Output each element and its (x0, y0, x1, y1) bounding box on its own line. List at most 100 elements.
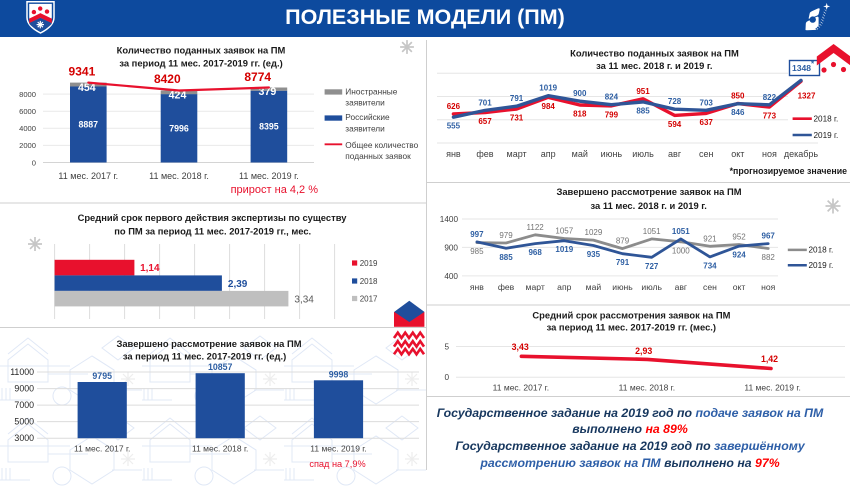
svg-text:701: 701 (478, 98, 492, 107)
svg-text:727: 727 (645, 262, 659, 271)
svg-text:424: 424 (169, 90, 187, 102)
svg-text:Завершено рассмотрение заявок: Завершено рассмотрение заявок на ПМ (116, 338, 301, 349)
svg-text:Средний срок рассмотрения заяв: Средний срок рассмотрения заявок на ПМ (532, 310, 730, 321)
svg-text:1,14: 1,14 (140, 263, 160, 274)
svg-text:11 мес. 2018 г.: 11 мес. 2018 г. (619, 383, 675, 393)
svg-text:935: 935 (587, 250, 601, 259)
svg-text:400: 400 (444, 272, 458, 281)
svg-text:май: май (572, 149, 588, 159)
svg-text:спад на 7,9%: спад на 7,9% (309, 459, 365, 469)
svg-text:2,93: 2,93 (635, 346, 652, 356)
svg-text:773: 773 (763, 112, 777, 121)
svg-text:997: 997 (470, 230, 484, 239)
svg-text:657: 657 (478, 117, 492, 126)
svg-text:985: 985 (470, 247, 484, 256)
svg-text:3,43: 3,43 (512, 342, 529, 352)
svg-text:11 мес. 2017 г.: 11 мес. 2017 г. (74, 444, 130, 454)
svg-text:ноя: ноя (761, 282, 776, 292)
svg-text:555: 555 (447, 122, 461, 131)
svg-text:11 мес. 2019 г.: 11 мес. 2019 г. (239, 171, 299, 181)
svg-text:Российские: Российские (345, 112, 390, 122)
svg-text:2018 г.: 2018 г. (814, 115, 839, 124)
svg-text:1051: 1051 (643, 227, 661, 236)
svg-text:за 11 мес. 2018 г. и 2019 г.: за 11 мес. 2018 г. и 2019 г. (596, 60, 712, 71)
svg-text:окт: окт (733, 282, 746, 292)
svg-text:3,34: 3,34 (294, 294, 314, 305)
svg-text:9998: 9998 (329, 369, 349, 379)
svg-text:7000: 7000 (14, 400, 34, 410)
svg-text:сен: сен (703, 282, 717, 292)
svg-text:885: 885 (499, 253, 513, 262)
svg-text:янв: янв (446, 149, 461, 159)
svg-text:2019 г.: 2019 г. (814, 131, 839, 140)
svg-text:850: 850 (731, 92, 745, 101)
svg-text:921: 921 (703, 234, 717, 243)
svg-text:818: 818 (573, 109, 587, 118)
svg-text:1122: 1122 (527, 223, 545, 232)
svg-text:967: 967 (762, 232, 776, 241)
svg-text:2017: 2017 (360, 294, 378, 303)
svg-text:авг: авг (675, 282, 687, 292)
svg-text:*: * (811, 60, 815, 69)
svg-text:8887: 8887 (79, 120, 99, 130)
svg-text:5: 5 (444, 343, 449, 352)
svg-text:3000: 3000 (14, 433, 34, 443)
svg-text:731: 731 (510, 114, 524, 123)
svg-text:2018: 2018 (360, 277, 378, 286)
svg-text:9000: 9000 (14, 384, 34, 394)
svg-text:фев: фев (476, 149, 493, 159)
svg-text:за период 11 мес. 2017-2019 гг: за период 11 мес. 2017-2019 гг. (ед.) (119, 58, 282, 69)
svg-text:728: 728 (668, 97, 682, 106)
svg-text:968: 968 (528, 248, 542, 257)
svg-text:2019: 2019 (360, 259, 378, 268)
svg-text:1019: 1019 (555, 245, 573, 254)
svg-text:заявители: заявители (345, 97, 385, 107)
svg-text:*прогнозируемое значение: *прогнозируемое значение (730, 166, 847, 176)
svg-text:окт: окт (731, 149, 744, 159)
svg-text:454: 454 (78, 82, 96, 94)
svg-text:1348: 1348 (792, 63, 811, 73)
svg-text:626: 626 (447, 102, 461, 111)
svg-text:5000: 5000 (14, 417, 34, 427)
svg-text:8395: 8395 (259, 122, 279, 132)
svg-text:984: 984 (542, 102, 556, 111)
svg-text:за 11 мес. 2018 г. и 2019 г.: за 11 мес. 2018 г. и 2019 г. (591, 200, 707, 211)
svg-text:4000: 4000 (19, 124, 36, 133)
svg-text:9341: 9341 (69, 65, 96, 79)
svg-text:824: 824 (605, 93, 619, 102)
svg-text:апр: апр (541, 149, 556, 159)
svg-text:6000: 6000 (19, 107, 36, 116)
svg-text:703: 703 (700, 98, 714, 107)
svg-text:март: март (507, 149, 527, 159)
svg-text:за период 11 мес. 2017-2019 гг: за период 11 мес. 2017-2019 гг. (ед.) (123, 351, 286, 362)
svg-text:846: 846 (731, 108, 745, 117)
svg-text:8000: 8000 (19, 90, 36, 99)
svg-text:10857: 10857 (208, 362, 233, 372)
svg-text:фев: фев (498, 282, 515, 292)
svg-text:июль: июль (641, 282, 662, 292)
svg-text:июль: июль (632, 149, 654, 159)
svg-text:0: 0 (32, 158, 36, 167)
svg-text:2018 г.: 2018 г. (809, 246, 834, 255)
svg-text:за период 11 мес. 2017-2019 гг: за период 11 мес. 2017-2019 гг. (мес.) (547, 322, 716, 333)
svg-text:2,39: 2,39 (228, 279, 248, 290)
svg-text:11 мес. 2018 г.: 11 мес. 2018 г. (149, 171, 209, 181)
svg-text:885: 885 (636, 106, 650, 115)
svg-text:637: 637 (700, 118, 714, 127)
svg-text:Завершено рассмотрение заявок: Завершено рассмотрение заявок на ПМ (556, 186, 741, 197)
svg-text:июнь: июнь (612, 282, 633, 292)
svg-text:Средний срок первого действия: Средний срок первого действия экспертизы… (78, 212, 348, 223)
svg-text:791: 791 (510, 94, 524, 103)
svg-text:прирост на 4,2 %: прирост на 4,2 % (231, 184, 319, 196)
svg-text:по ПМ за период 11 мес. 2017-2: по ПМ за период 11 мес. 2017-2019 гг., м… (114, 226, 311, 237)
svg-text:2000: 2000 (19, 141, 36, 150)
svg-text:ноя: ноя (762, 149, 777, 159)
svg-text:822: 822 (763, 93, 777, 102)
svg-text:11 мес. 2017 г.: 11 мес. 2017 г. (58, 171, 118, 181)
svg-text:июнь: июнь (601, 149, 623, 159)
svg-text:11 мес. 2019 г.: 11 мес. 2019 г. (744, 383, 800, 393)
svg-text:Иностранные: Иностранные (345, 86, 397, 96)
svg-text:декабрь: декабрь (784, 149, 819, 159)
svg-text:8774: 8774 (244, 70, 271, 84)
svg-text:734: 734 (703, 261, 717, 270)
